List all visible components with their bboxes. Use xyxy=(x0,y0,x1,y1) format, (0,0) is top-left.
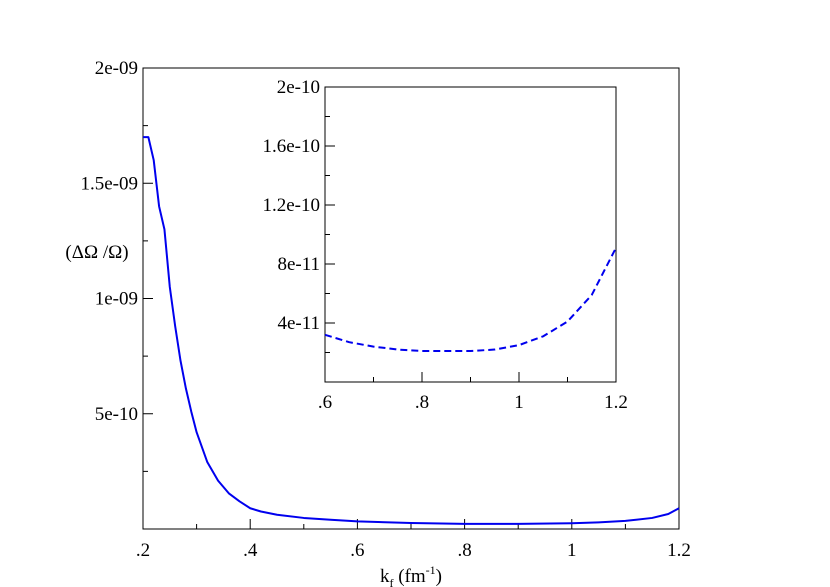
main-x-tick-label: .6 xyxy=(350,540,364,561)
main-plot: .2 .4 .6 .8 1 1.2 5e-10 1e-09 1.5e-09 2e-09 (ΔΩ /… xyxy=(65,58,690,587)
inset-x-tick-label: .8 xyxy=(415,392,429,413)
inset-series-line-0 xyxy=(324,247,617,353)
main-series xyxy=(143,136,680,525)
inset-ticks xyxy=(324,86,617,382)
y-axis-title: (ΔΩ /Ω) xyxy=(65,242,128,263)
main-y-tick-label: 5e-10 xyxy=(95,404,138,425)
main-tick-labels: .2 .4 .6 .8 1 1.2 5e-10 1e-09 1.5e-09 2e-09 xyxy=(80,58,690,561)
inset-plot: .6 .8 1 1.2 4e-11 8e-11 1.2e-10 1.6e-10 2e-10 xyxy=(262,77,627,413)
main-y-tick-label: 1e-09 xyxy=(95,289,138,310)
main-x-tick-label: 1 xyxy=(567,540,577,561)
main-x-tick-label: 1.2 xyxy=(667,540,691,561)
inset-y-tick-label: 4e-11 xyxy=(277,313,320,334)
x-axis-title: kf (fm-1) xyxy=(380,563,442,587)
inset-tick-labels: .6 .8 1 1.2 4e-11 8e-11 1.2e-10 1.6e-10 2e-10 xyxy=(262,77,627,413)
main-x-tick-label: .2 xyxy=(136,540,150,561)
inset-y-tick-label: 1.2e-10 xyxy=(262,195,320,216)
main-series-line-0 xyxy=(143,136,680,525)
inset-series xyxy=(324,247,617,353)
inset-y-tick-label: 8e-11 xyxy=(277,254,320,275)
inset-y-tick-label: 2e-10 xyxy=(277,77,320,98)
main-y-tick-label: 1.5e-09 xyxy=(80,173,138,194)
inset-x-tick-label: 1 xyxy=(514,392,524,413)
inset-x-tick-label: 1.2 xyxy=(604,392,628,413)
inset-y-tick-label: 1.6e-10 xyxy=(262,136,320,157)
main-x-tick-label: .4 xyxy=(243,540,258,561)
inset-plot-frame xyxy=(324,86,617,383)
inset-x-tick-label: .6 xyxy=(318,392,332,413)
main-y-tick-label: 2e-09 xyxy=(95,58,138,79)
main-x-tick-label: .8 xyxy=(457,540,471,561)
